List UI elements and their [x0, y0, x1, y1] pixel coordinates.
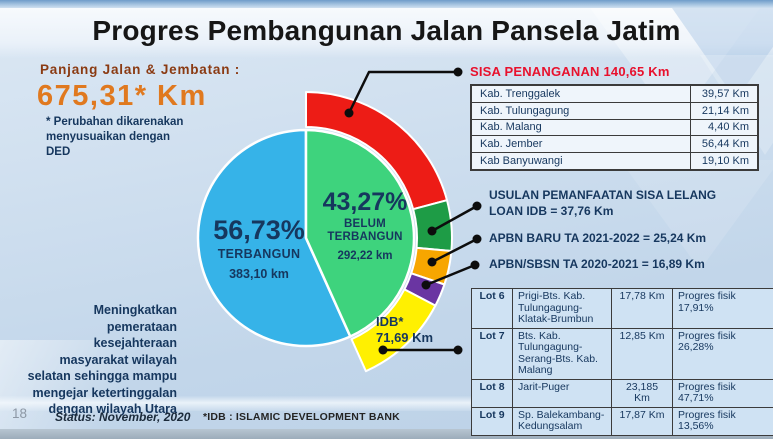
connector-dot-apbn-sbsn — [470, 260, 480, 270]
lot-km-cell: 17,87 Km — [611, 406, 673, 436]
region-name-cell: Kab. Jember — [480, 138, 543, 151]
region-length-cell: 39,57 Km — [690, 86, 757, 102]
page-number: 18 — [12, 406, 28, 421]
terbangun-label: 56,73% TERBANGUN 383,10 km — [193, 216, 325, 281]
lot-seg-cell: Sp. Balekambang-Kedungsalam — [512, 406, 612, 436]
lot-km-cell: 12,85 Km — [611, 327, 673, 380]
pie-slice-belum-terbangun — [304, 128, 416, 338]
lot-seg-cell: Prigi-Bts. Kab. Tulungagung-Klatak-Brumb… — [512, 288, 612, 329]
ring-segment-idb — [350, 288, 437, 373]
sisa-penanganan-table: Kab. Trenggalek 39,57 Km Kab. Tulungagung 2… — [470, 84, 759, 171]
sisa-table-row: Kab. Tulungagung 21,14 Km — [472, 102, 757, 120]
connector-dot-usulan-loan-idb — [472, 201, 482, 211]
lot-table-row: Lot 8 Jarit-Puger 23,185 Km Progres fisik 4… — [471, 378, 773, 408]
connector-line-usulan-loan-idb — [431, 204, 478, 233]
funding-usulan-line1: USULAN PEMANFAATAN SISA LELANG — [489, 188, 717, 202]
belum-km: 292,22 km — [337, 250, 393, 262]
region-name-cell: Kab. Trenggalek — [480, 87, 561, 100]
sisa-table-row: Kab. Jember 56,44 Km — [472, 136, 757, 154]
lot-lot-cell: Lot 7 — [471, 327, 513, 380]
slide-title: Progres Pembangunan Jalan Pansela Jatim — [92, 15, 681, 46]
connector-dot-idb-lot-table — [453, 345, 463, 355]
lot-table-row: Lot 9 Sp. Balekambang-Kedungsalam 17,87 Km… — [471, 406, 773, 436]
region-length-cell: 21,14 Km — [690, 102, 757, 119]
lot-table-row: Lot 7 Bts. Kab. Tulungagung-Serang-Bts. K… — [471, 327, 773, 380]
belum-terbangun-label: 43,27% BELUM TERBANGUN 292,22 km — [312, 189, 418, 262]
region-name-cell: Kab. Malang — [480, 121, 542, 134]
lot-prog-cell: Progres fisik 47,71% — [672, 378, 773, 408]
ded-footnote: * Perubahan dikarenakan menyusuaikan den… — [46, 116, 184, 158]
connector-dot-apbn-baru — [427, 257, 437, 267]
lot-prog-cell: Progres fisik 13,56% — [672, 406, 773, 436]
belum-percent: 43,27% — [322, 188, 408, 216]
terbangun-name: TERBANGUN — [217, 247, 301, 261]
region-name-cell: Kab. Tulungagung — [480, 104, 570, 117]
sisa-table-row: Kab. Malang 4,40 Km — [472, 119, 757, 137]
connector-line-sisa-penanganan — [347, 70, 458, 114]
idb-segment-label: IDB* 71,69 Km — [376, 314, 433, 346]
idb-abbreviation-note: *IDB : ISLAMIC DEVELOPMENT BANK — [203, 411, 400, 423]
road-length-value: 675,31* Km — [37, 80, 207, 112]
lot-seg-cell: Bts. Kab. Tulungagung-Serang-Bts. Kab. M… — [512, 327, 612, 380]
status-date: Status: November, 2020 — [55, 410, 191, 424]
region-length-cell: 19,10 Km — [690, 153, 757, 169]
lot-table-row: Lot 6 Prigi-Bts. Kab. Tulungagung-Klatak-… — [471, 288, 773, 329]
road-length-label: Panjang Jalan & Jembatan : — [40, 62, 241, 77]
connector-line-apbn-baru — [431, 237, 478, 264]
connector-dot-idb-lot-table — [378, 345, 388, 355]
lot-lot-cell: Lot 9 — [471, 406, 513, 436]
funding-usulan-line2: LOAN IDB = 37,76 Km — [489, 203, 614, 218]
lot-lot-cell: Lot 6 — [471, 288, 513, 329]
funding-item-usulan: USULAN PEMANFAATAN SISA LELANG LOAN IDB … — [489, 188, 716, 219]
terbangun-percent: 56,73% — [213, 215, 305, 245]
region-length-cell: 4,40 Km — [690, 119, 757, 136]
bottom-left-swoosh — [0, 340, 220, 430]
idb-label-line1: IDB* — [376, 314, 404, 329]
belum-name-line2: TERBANGUN — [327, 231, 403, 243]
region-name-cell: Kab Banyuwangi — [480, 155, 563, 168]
sisa-table-row: Kab. Trenggalek 39,57 Km — [472, 86, 757, 103]
lot-km-cell: 23,185 Km — [611, 378, 673, 408]
idb-label-line2: 71,69 Km — [376, 330, 434, 345]
lot-prog-cell: Progres fisik 17,91% — [672, 288, 773, 329]
title-band — [0, 8, 773, 58]
ring-segment-usulan-pemanfaatan-sisa-lelang-loan-idb — [412, 199, 453, 252]
funding-item-apbn-sbsn: APBN/SBSN TA 2020-2021 = 16,89 Km — [489, 257, 705, 271]
belum-name-line1: BELUM — [344, 218, 386, 230]
funding-item-apbn-baru: APBN BARU TA 2021-2022 = 25,24 Km — [489, 231, 707, 245]
sisa-penanganan-header: SISA PENANGANAN 140,65 Km — [470, 64, 670, 79]
connector-line-apbn-sbsn — [425, 263, 476, 287]
connector-dot-sisa-penanganan — [453, 67, 463, 77]
terbangun-km: 383,10 km — [229, 267, 289, 281]
sisa-table-row: Kab Banyuwangi 19,10 Km — [472, 153, 757, 169]
connector-dot-usulan-loan-idb — [427, 226, 437, 236]
region-length-cell: 56,44 Km — [690, 136, 757, 153]
lot-km-cell: 17,78 Km — [611, 288, 673, 329]
lot-prog-cell: Progres fisik 26,28% — [672, 327, 773, 380]
pie-slice-terbangun — [196, 128, 352, 348]
connector-dot-apbn-sbsn — [421, 280, 431, 290]
bottom-edge-band — [0, 429, 773, 439]
lot-lot-cell: Lot 8 — [471, 378, 513, 408]
connector-dot-apbn-baru — [472, 234, 482, 244]
mission-text: Meningkatkan pemerataan kesejahteraan ma… — [27, 303, 177, 416]
lot-seg-cell: Jarit-Puger — [512, 378, 612, 408]
top-edge-strip — [0, 0, 773, 8]
connector-dot-sisa-penanganan — [344, 108, 354, 118]
lot-progress-table: Lot 6 Prigi-Bts. Kab. Tulungagung-Klatak-… — [471, 288, 773, 436]
